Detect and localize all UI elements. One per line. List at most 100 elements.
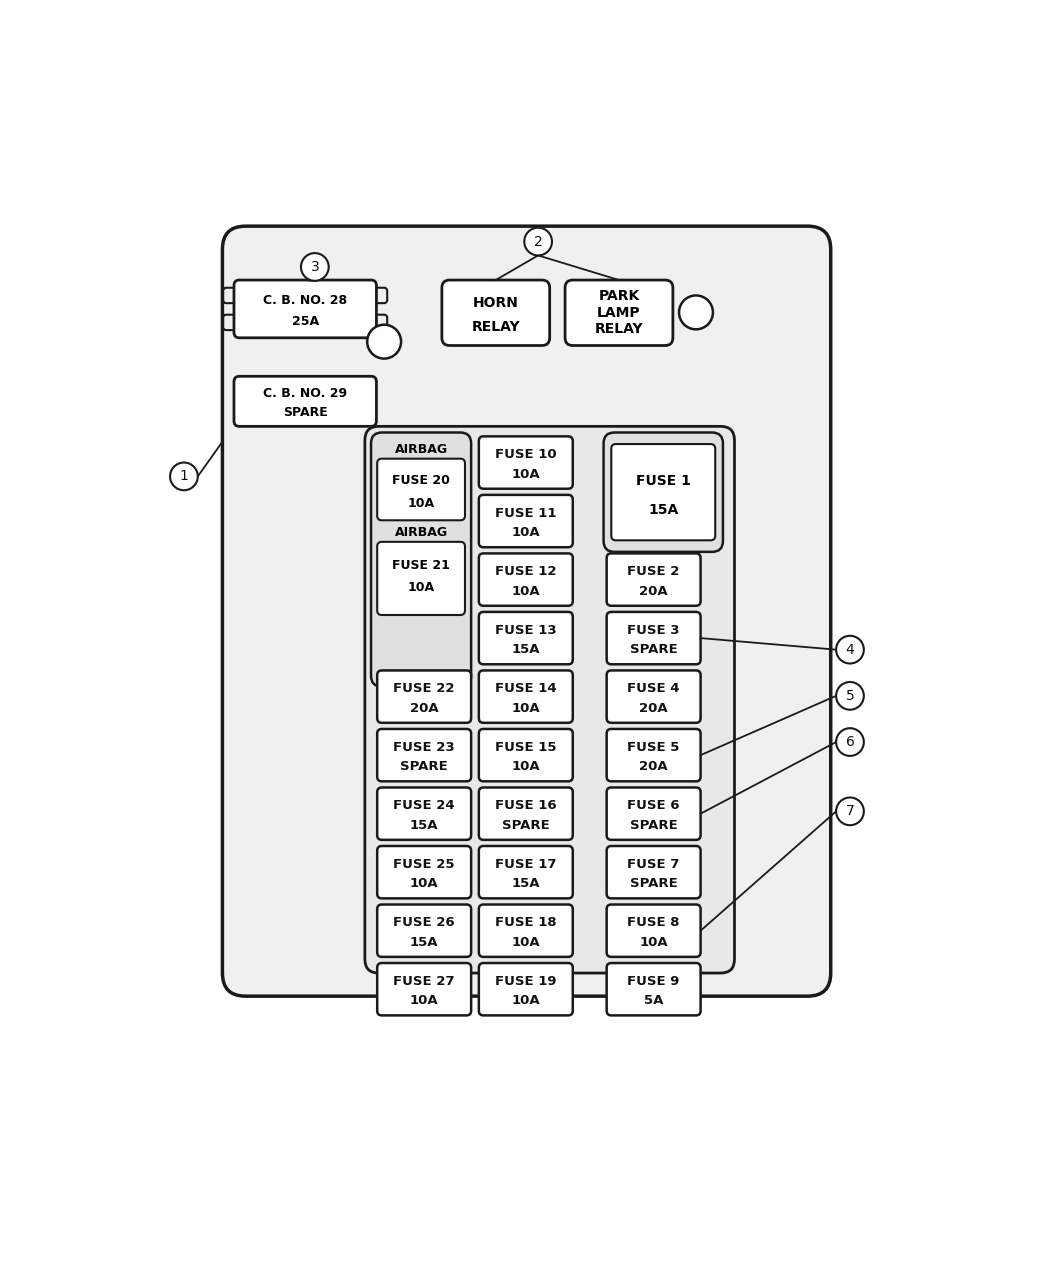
- Text: RELAY: RELAY: [471, 320, 520, 334]
- FancyBboxPatch shape: [377, 671, 471, 723]
- FancyBboxPatch shape: [479, 847, 573, 899]
- FancyBboxPatch shape: [479, 612, 573, 664]
- Text: FUSE 2: FUSE 2: [628, 565, 679, 579]
- FancyBboxPatch shape: [234, 376, 376, 426]
- Text: PARK: PARK: [598, 289, 639, 303]
- FancyBboxPatch shape: [377, 904, 471, 956]
- FancyBboxPatch shape: [371, 432, 471, 687]
- FancyBboxPatch shape: [479, 553, 573, 606]
- Text: 10A: 10A: [511, 994, 540, 1007]
- Text: AIRBAG: AIRBAG: [395, 527, 447, 539]
- Text: SPARE: SPARE: [502, 819, 550, 831]
- FancyBboxPatch shape: [224, 288, 237, 303]
- Text: SPARE: SPARE: [400, 760, 448, 773]
- Text: AIRBAG: AIRBAG: [395, 442, 447, 456]
- FancyBboxPatch shape: [607, 788, 700, 840]
- Circle shape: [301, 254, 329, 280]
- Text: FUSE 13: FUSE 13: [495, 623, 556, 636]
- Text: FUSE 9: FUSE 9: [628, 975, 679, 988]
- FancyBboxPatch shape: [377, 542, 465, 615]
- Circle shape: [836, 636, 864, 663]
- Text: SPARE: SPARE: [282, 405, 328, 418]
- FancyBboxPatch shape: [224, 315, 237, 330]
- Text: LAMP: LAMP: [597, 306, 640, 320]
- Text: 20A: 20A: [639, 760, 668, 773]
- Text: FUSE 16: FUSE 16: [495, 799, 556, 812]
- Text: FUSE 7: FUSE 7: [628, 858, 679, 871]
- Text: 10A: 10A: [511, 701, 540, 715]
- FancyBboxPatch shape: [611, 444, 715, 541]
- FancyBboxPatch shape: [479, 788, 573, 840]
- Text: FUSE 5: FUSE 5: [628, 741, 679, 754]
- Text: FUSE 18: FUSE 18: [495, 917, 556, 929]
- Text: FUSE 23: FUSE 23: [394, 741, 455, 754]
- Circle shape: [836, 797, 864, 825]
- Text: 10A: 10A: [511, 527, 540, 539]
- Text: 15A: 15A: [511, 643, 540, 657]
- Text: 15A: 15A: [511, 877, 540, 890]
- Text: FUSE 14: FUSE 14: [495, 682, 556, 695]
- FancyBboxPatch shape: [479, 904, 573, 956]
- FancyBboxPatch shape: [607, 904, 700, 956]
- FancyBboxPatch shape: [377, 788, 471, 840]
- Text: SPARE: SPARE: [630, 819, 677, 831]
- FancyBboxPatch shape: [377, 729, 471, 782]
- Circle shape: [368, 325, 401, 358]
- FancyBboxPatch shape: [607, 553, 700, 606]
- Text: FUSE 19: FUSE 19: [495, 975, 556, 988]
- Text: FUSE 6: FUSE 6: [628, 799, 680, 812]
- Text: 10A: 10A: [511, 585, 540, 598]
- FancyBboxPatch shape: [607, 671, 700, 723]
- Text: FUSE 26: FUSE 26: [394, 917, 455, 929]
- FancyBboxPatch shape: [377, 847, 471, 899]
- Text: SPARE: SPARE: [630, 643, 677, 657]
- Text: 1: 1: [180, 469, 188, 483]
- Text: C. B. NO. 29: C. B. NO. 29: [264, 388, 348, 400]
- FancyBboxPatch shape: [479, 963, 573, 1015]
- Circle shape: [679, 296, 713, 329]
- Circle shape: [524, 228, 552, 255]
- Text: FUSE 24: FUSE 24: [394, 799, 455, 812]
- FancyBboxPatch shape: [565, 280, 673, 346]
- FancyBboxPatch shape: [442, 280, 550, 346]
- FancyBboxPatch shape: [377, 459, 465, 520]
- Text: 10A: 10A: [639, 936, 668, 949]
- FancyBboxPatch shape: [607, 612, 700, 664]
- FancyBboxPatch shape: [607, 729, 700, 782]
- Text: FUSE 21: FUSE 21: [392, 560, 450, 572]
- Text: 25A: 25A: [292, 315, 319, 328]
- Text: 10A: 10A: [407, 496, 435, 510]
- FancyBboxPatch shape: [365, 426, 735, 973]
- Text: 15A: 15A: [648, 502, 678, 516]
- Text: FUSE 10: FUSE 10: [495, 449, 556, 462]
- Text: 10A: 10A: [410, 877, 439, 890]
- Text: SPARE: SPARE: [630, 877, 677, 890]
- Text: FUSE 20: FUSE 20: [392, 474, 450, 487]
- Text: C. B. NO. 28: C. B. NO. 28: [264, 293, 348, 307]
- Text: 10A: 10A: [511, 468, 540, 481]
- Text: FUSE 1: FUSE 1: [636, 473, 691, 487]
- Text: FUSE 22: FUSE 22: [394, 682, 455, 695]
- Text: 20A: 20A: [639, 701, 668, 715]
- Text: RELAY: RELAY: [594, 323, 644, 337]
- FancyBboxPatch shape: [479, 436, 573, 488]
- Text: 15A: 15A: [410, 819, 439, 831]
- Text: FUSE 3: FUSE 3: [628, 623, 680, 636]
- Text: FUSE 8: FUSE 8: [628, 917, 680, 929]
- Text: 2: 2: [533, 235, 543, 249]
- FancyBboxPatch shape: [479, 495, 573, 547]
- FancyBboxPatch shape: [604, 432, 723, 552]
- Text: 10A: 10A: [410, 994, 439, 1007]
- Text: 10A: 10A: [511, 936, 540, 949]
- Text: FUSE 11: FUSE 11: [495, 506, 556, 520]
- Text: 10A: 10A: [407, 580, 435, 594]
- Circle shape: [836, 682, 864, 710]
- Text: FUSE 4: FUSE 4: [628, 682, 680, 695]
- Text: FUSE 12: FUSE 12: [495, 565, 556, 579]
- Text: FUSE 27: FUSE 27: [394, 975, 455, 988]
- Text: 4: 4: [845, 643, 855, 657]
- FancyBboxPatch shape: [607, 963, 700, 1015]
- FancyBboxPatch shape: [374, 315, 387, 330]
- FancyBboxPatch shape: [479, 671, 573, 723]
- Text: FUSE 15: FUSE 15: [495, 741, 556, 754]
